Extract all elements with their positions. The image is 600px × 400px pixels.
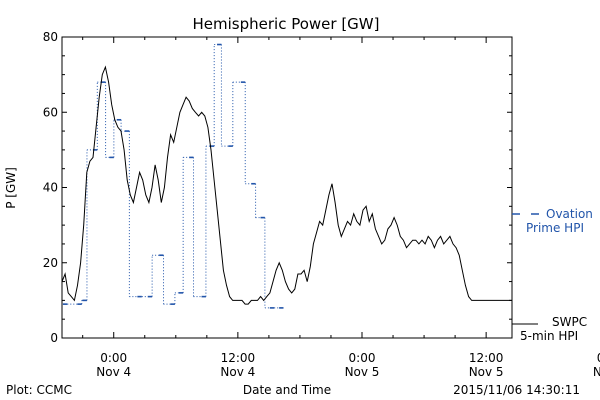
- y-axis-label: P [GW]: [4, 167, 18, 209]
- y-tick-label: 20: [43, 256, 58, 270]
- x-tick-label-time: 0:00: [100, 351, 127, 365]
- x-tick-label-date: Nov 5: [469, 365, 504, 379]
- ovation-prime-series: [62, 43, 284, 309]
- y-tick-label: 60: [43, 105, 58, 119]
- footer-source: Plot: CCMC: [6, 383, 72, 397]
- x-tick-label-time: 0:00: [597, 351, 600, 365]
- swpc-legend-line1: SWPC: [552, 315, 587, 329]
- y-axis-ticks: 0 20 40 60 80: [43, 30, 512, 345]
- y-tick-label: 40: [43, 181, 58, 195]
- swpc-legend-line2: 5-min HPI: [520, 329, 578, 343]
- x-tick-label-date: Nov 6: [593, 365, 600, 379]
- y-tick-label: 80: [43, 30, 58, 44]
- x-tick-label-date: Nov 4: [220, 365, 255, 379]
- x-axis-label: Date and Time: [243, 383, 331, 397]
- x-tick-label-time: 12:00: [221, 351, 256, 365]
- x-tick-label-date: Nov 4: [96, 365, 131, 379]
- swpc-hpi-line: [61, 65, 512, 305]
- chart-title: Hemispheric Power [GW]: [193, 15, 380, 33]
- footer-timestamp: 2015/11/06 14:30:11: [453, 383, 580, 397]
- ovation-legend-line1: Ovation: [546, 207, 593, 221]
- plot-frame: [61, 36, 513, 339]
- x-tick-label-date: Nov 5: [345, 365, 380, 379]
- y-tick-label: 0: [50, 331, 58, 345]
- ovation-legend-line2: Prime HPI: [526, 221, 584, 235]
- x-tick-label-time: 0:00: [349, 351, 376, 365]
- x-tick-label-time: 12:00: [469, 351, 504, 365]
